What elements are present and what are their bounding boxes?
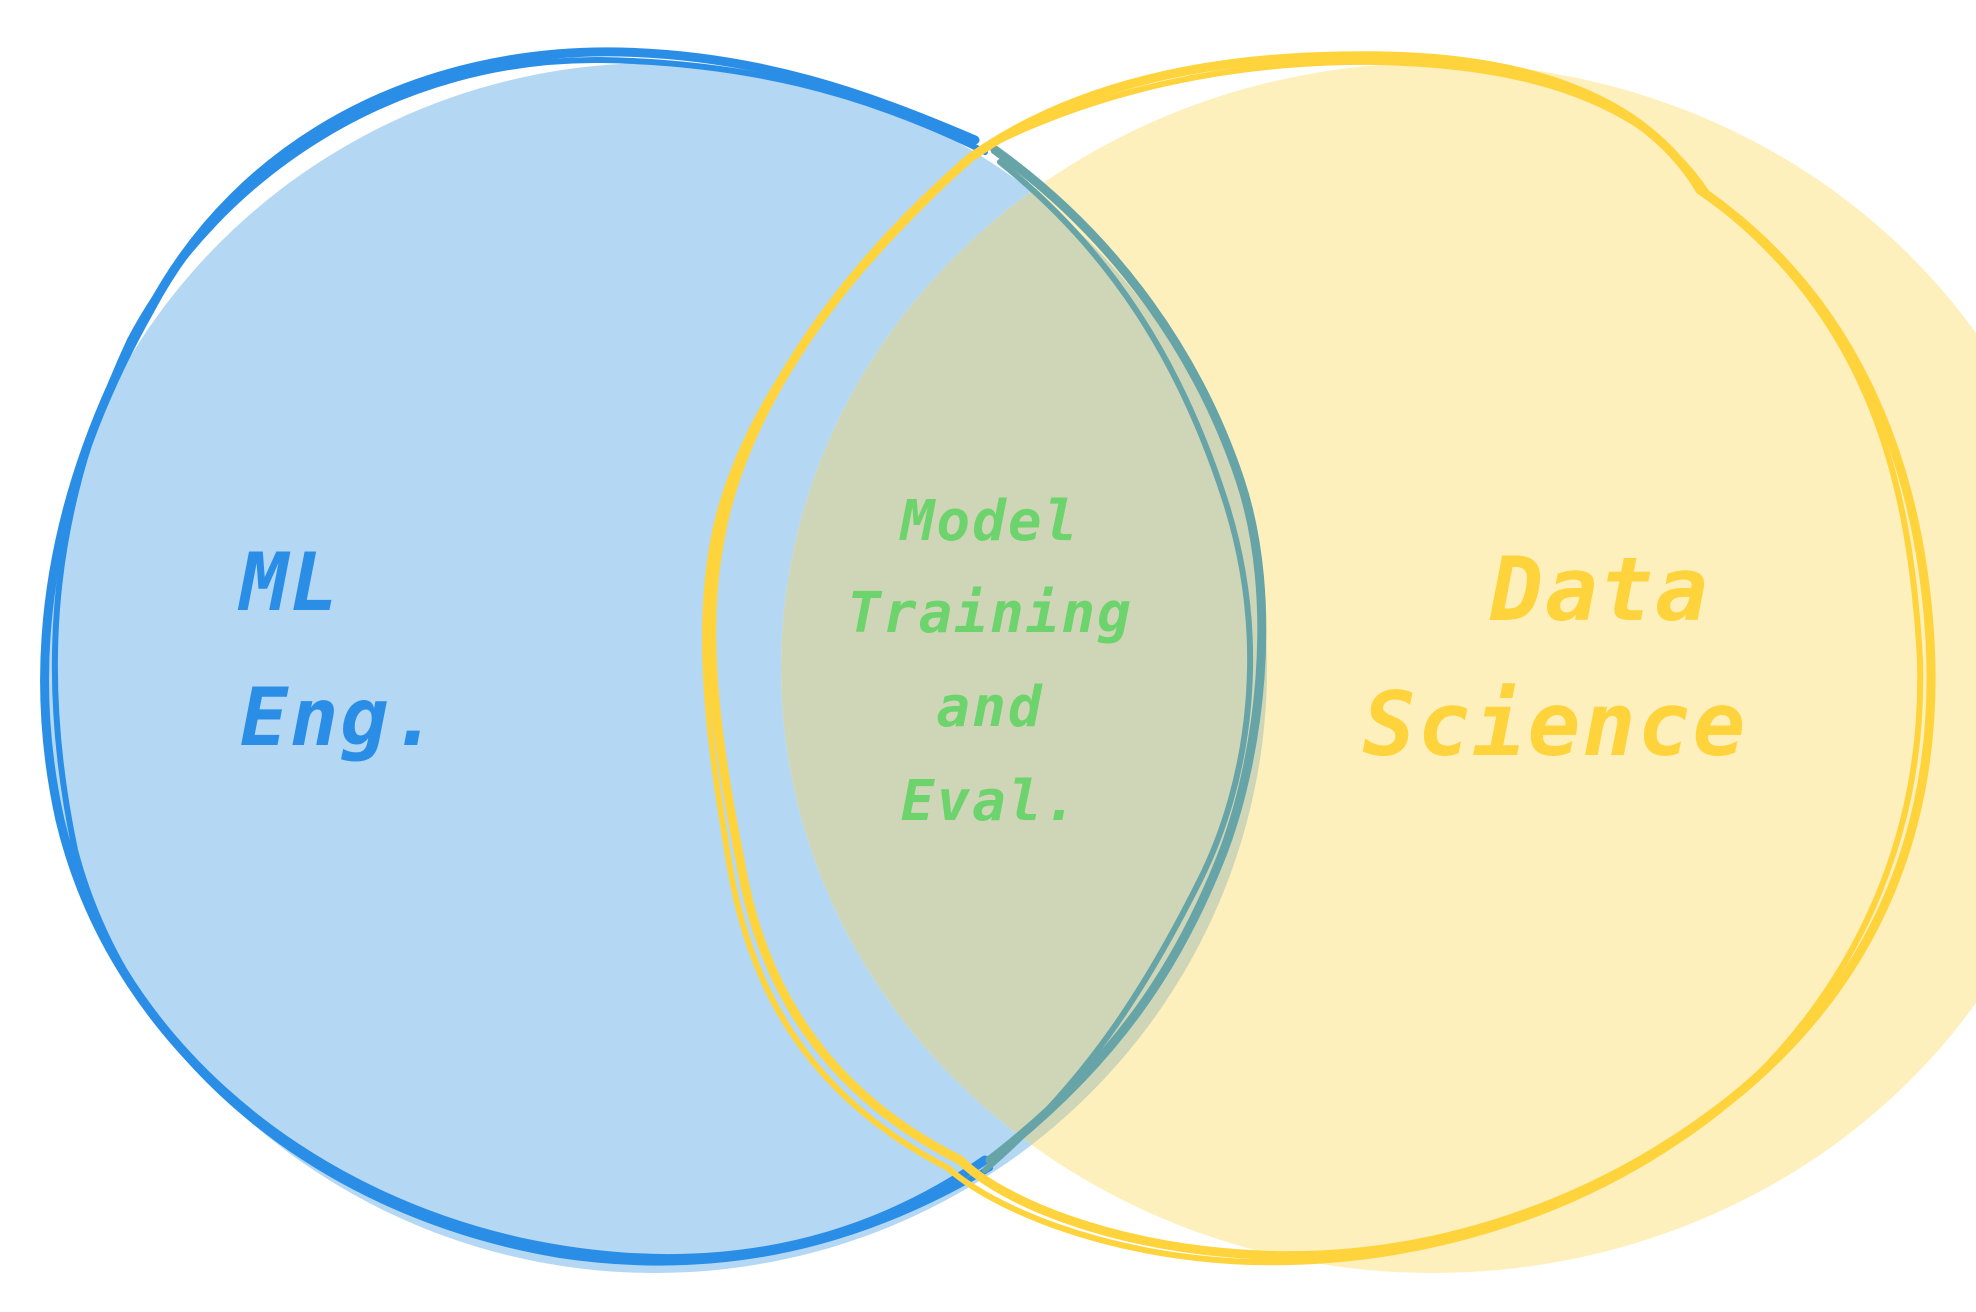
overlap-label: Model Training and Eval. [847,489,1133,834]
data-science-label: Data Science [1363,538,1748,776]
ml-eng-label-line-2: Eng. [240,671,441,764]
overlap-outline [982,145,1267,1173]
data-science-label-line-1: Data [1489,538,1710,641]
overlap-label-line-3: and [936,675,1043,740]
ml-eng-label: ML Eng. [237,536,441,764]
overlap-region-fill [781,63,1267,1273]
data-science-circle-outline [702,51,1936,1266]
overlap-label-line-1: Model [899,489,1080,554]
overlap-label-line-2: Training [847,581,1133,646]
data-science-label-line-2: Science [1363,673,1748,776]
overlap-label-line-4: Eval. [901,769,1080,834]
ml-eng-label-line-1: ML [237,536,340,629]
ml-eng-circle-outline [40,47,993,1266]
